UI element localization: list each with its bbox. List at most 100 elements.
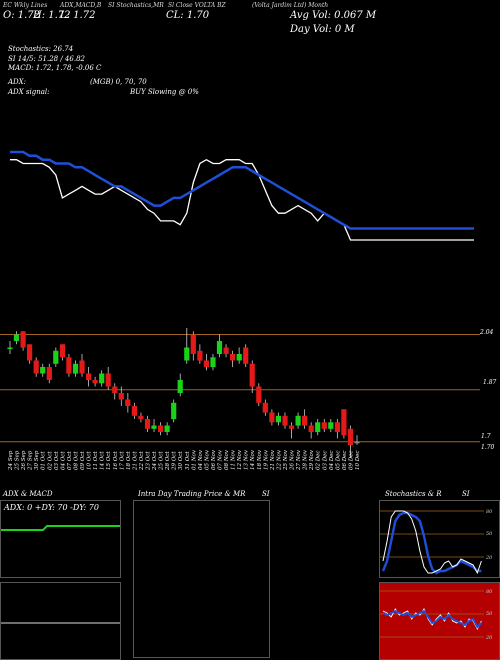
adx-label: ADX:: [8, 78, 27, 86]
date-label: 19 Nov: [263, 449, 269, 470]
open-label: O: 1.72: [3, 10, 41, 21]
candle-body: [151, 425, 157, 429]
candle-body: [72, 363, 79, 374]
candle-body: [328, 422, 334, 429]
candle-body: [138, 415, 144, 420]
close-value-tag: 1.70: [481, 444, 495, 451]
si-main-line: [382, 609, 483, 629]
candle-body: [33, 360, 39, 374]
si-signal-line: [382, 608, 482, 630]
date-label: 10 Oct: [87, 451, 93, 470]
stoch-tick-80: 80: [486, 509, 493, 515]
date-label: 18 Nov: [257, 449, 263, 470]
candle-body: [164, 425, 170, 432]
date-label: 04 Dec: [329, 451, 335, 471]
adx-signal-label: ADX signal:: [8, 88, 50, 96]
candle-body: [249, 363, 255, 387]
date-label: 06 Dec: [342, 451, 348, 471]
candle-body: [131, 406, 137, 416]
date-label: 02 Oct: [47, 451, 53, 470]
candle-body: [7, 347, 13, 349]
date-label: 13 Nov: [244, 449, 250, 470]
candle-body: [288, 425, 295, 429]
candle-body: [59, 344, 65, 358]
stoch-k-line: [381, 511, 482, 575]
macd-line-plot: [1, 622, 120, 624]
date-label: 24 Oct: [152, 451, 158, 471]
intraday-si-label: SI: [262, 490, 270, 498]
macd-value: MACD: 1.72, 1.78, -0.06 C: [8, 64, 102, 72]
day-vol-label: Day Vol: 0 M: [290, 24, 355, 35]
candle-body: [308, 425, 314, 432]
candle-body: [184, 347, 190, 361]
candle-body: [230, 354, 236, 361]
date-label: 07 Oct: [67, 451, 73, 470]
candle-body: [118, 393, 124, 400]
candle-body: [40, 367, 46, 374]
candle-body: [347, 428, 354, 446]
candle-body: [112, 386, 118, 393]
candle-body: [341, 409, 347, 436]
close-price-line: [10, 158, 474, 241]
candle-body: [243, 347, 249, 364]
date-label: 21 Nov: [270, 449, 276, 471]
stoch-tick-50: 50: [486, 531, 493, 537]
date-label: 25 Sep: [15, 450, 21, 471]
date-label: 14 Oct: [100, 451, 106, 470]
intraday-panel-title: Intra Day Trading Price & MR: [138, 490, 246, 498]
date-label: 27 Nov: [296, 449, 302, 471]
avg-vol-label: Avg Vol: 0.067 M: [290, 10, 377, 21]
date-label: 29 Oct: [172, 451, 178, 471]
stoch-panel: 80 50 20: [379, 500, 500, 578]
adx-mid-value: (MGB) 0, 70, 70: [90, 78, 147, 86]
date-label: 24 Sep: [8, 450, 14, 471]
date-label: 02 Dec: [316, 451, 322, 471]
header-item: EC Wkly Lines: [3, 2, 48, 9]
candle-body: [125, 399, 131, 406]
candle-body: [216, 341, 223, 354]
adx-panel: ADX: 0 +DY: 70 -DY: 70: [0, 500, 121, 578]
si-tick-20: 20: [486, 635, 493, 641]
candle-body: [105, 373, 111, 387]
date-label: 30 Oct: [178, 451, 184, 470]
candle-body: [27, 344, 33, 361]
header-item: SI Stochastics,MR: [108, 2, 164, 9]
date-label: 06 Nov: [211, 449, 217, 470]
candle-body: [158, 425, 164, 432]
stoch-plot: [380, 510, 484, 575]
candle-body: [53, 350, 59, 364]
candle-body: [269, 412, 275, 423]
macd-panel: [0, 582, 121, 660]
stoch-d-line: [382, 510, 482, 575]
si-tick-80: 80: [486, 589, 493, 595]
date-label: 26 Nov: [290, 449, 296, 471]
high-label: H: 1.72: [33, 10, 71, 21]
candle-body: [92, 380, 98, 384]
date-label: 25 Oct: [159, 451, 165, 471]
date-label: 05 Nov: [204, 449, 210, 470]
date-label: 01 Oct: [41, 451, 47, 470]
candle-body: [275, 415, 281, 423]
date-label: 17 Oct: [119, 451, 125, 470]
candle-body: [203, 360, 209, 367]
candle-body: [171, 402, 177, 420]
candle-body: [302, 415, 308, 426]
date-label: 08 Oct: [74, 451, 80, 470]
moving-average-line: [10, 150, 474, 230]
candle-body: [282, 415, 288, 426]
candle-body: [20, 331, 26, 348]
si-plot: [380, 590, 484, 638]
date-label: 11 Oct: [93, 451, 99, 470]
date-label: 01 Nov: [191, 449, 197, 470]
date-label: 22 Oct: [139, 451, 145, 471]
date-label: 14 Nov: [250, 449, 256, 470]
date-label: 28 Oct: [165, 451, 171, 471]
price-tick-low: 1.7: [481, 433, 491, 440]
buy-signal-value: BUY Slowing @ 0%: [130, 88, 199, 96]
candle-body: [223, 347, 229, 354]
price-tick-mid: 1.87: [483, 379, 497, 386]
date-label: 26 Sep: [21, 450, 27, 471]
date-label: 23 Oct: [146, 451, 152, 471]
candle-body: [144, 419, 151, 429]
price-chart: 24 Sep 25 Sep 26 Sep 27 Sep 30 Sep 01 Oct 02 O…: [0, 150, 480, 471]
